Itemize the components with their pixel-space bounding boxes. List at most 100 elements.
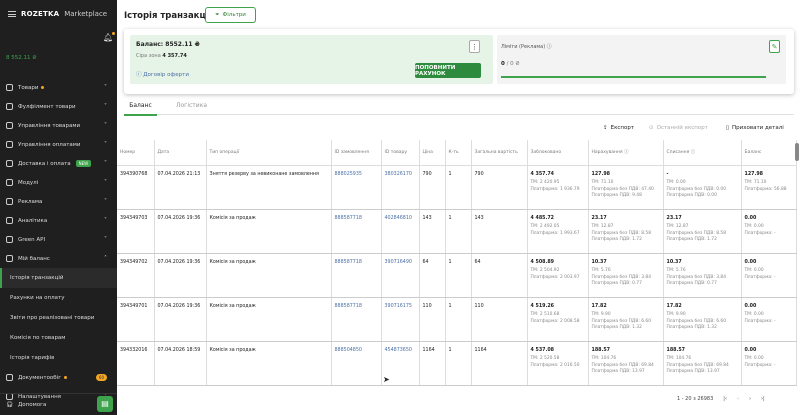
sidebar-subitem[interactable]: Звіти про реалізовані товари [10, 315, 95, 321]
sidebar-item[interactable]: Управління оплатами ˅ [0, 135, 117, 154]
chevron-down-icon[interactable]: ˅ [104, 160, 107, 167]
cell-order[interactable]: 888025935 [331, 165, 382, 210]
table-row[interactable]: 394349703 07.04.2026 19:36 Комісія за прод… [117, 209, 797, 254]
tabs: Баланс Логістика [124, 100, 794, 116]
menu-item-icon [6, 122, 13, 129]
column-header: Заблоковано [527, 140, 589, 166]
cell-type: Комісія за продаж [206, 209, 332, 254]
table-row[interactable]: 394349702 07.04.2026 19:36 Комісія за прод… [117, 253, 797, 298]
count-badge: 60 [95, 374, 107, 381]
sidebar-item[interactable]: Товари ˅ [0, 78, 117, 97]
cell-accrual: 17.82 ТМ: 9.90 Платформа без ПДВ: 6.60 Плат… [588, 297, 664, 342]
chevron-down-icon[interactable]: ˅ [104, 84, 107, 91]
cell-price: 64 [419, 253, 446, 298]
next-page-icon[interactable]: › [748, 396, 751, 402]
menu-item-icon [6, 84, 13, 91]
balance-card: Баланс: 8552.11 ₴ Сіра зона 4 357.74 ⓘ Д… [130, 35, 493, 84]
sidebar-item[interactable]: Модулі ˅ [0, 173, 117, 192]
chat-button[interactable]: ▤ [97, 396, 113, 412]
sidebar-subitem[interactable]: Історія транзакцій [0, 268, 117, 288]
sidebar-item[interactable]: Управління товарами ˅ [0, 116, 117, 135]
sidebar-nav: Товари ˅ Фулфілмент товари ˅ Управління това… [0, 78, 117, 406]
sidebar-item[interactable]: Green API ˅ [0, 230, 117, 249]
cell-product[interactable]: 380326170 [381, 165, 420, 210]
sidebar-subitem[interactable]: Рахунки на оплату [10, 295, 65, 301]
chevron-down-icon[interactable]: ˅ [104, 141, 107, 148]
cell-order[interactable]: 888587718 [331, 253, 382, 298]
first-page-icon[interactable]: |‹ [723, 396, 727, 402]
cell-order[interactable]: 888587718 [331, 209, 382, 254]
chevron-down-icon[interactable]: ˅ [104, 179, 107, 186]
table-row[interactable]: 394390768 07.04.2026 21:13 Зняття резерву … [117, 165, 797, 210]
cell-accrual: 127.98 ТМ: 71.10 Платформа без ПДВ: 47.40 П… [588, 165, 664, 210]
cell-price: 790 [419, 165, 446, 210]
logo[interactable]: ROZETKA Marketplace [8, 10, 107, 18]
cell-type: Комісія за продаж [206, 297, 332, 342]
offer-link[interactable]: ⓘ Договір оферти [136, 72, 189, 78]
filters-button[interactable]: ⏷ Фільтри [205, 7, 256, 23]
cell-num: 394349702 [117, 253, 155, 298]
cell-debit: 188.57 ТМ: 104.76 Платформа без ПДВ: 69.84… [663, 341, 742, 386]
hide-details-button[interactable]: ▯ Приховати деталі [726, 125, 784, 131]
prev-page-icon[interactable]: ‹ [736, 396, 739, 402]
sidebar-item[interactable]: Реклама ˅ [0, 192, 117, 211]
column-header: ID товару [381, 140, 420, 166]
sidebar-subitem[interactable]: Історія тарифів [10, 355, 55, 361]
cell-product[interactable]: 402846810 [381, 209, 420, 254]
cell-date: 07.04.2026 21:13 [154, 165, 207, 210]
cell-blocked: 4 357.74 ТМ: 2 420.95 Платформа: 1 936.79 [527, 165, 589, 210]
sidebar-item[interactable]: Аналітика ˅ [0, 211, 117, 230]
menu-item-icon [6, 217, 13, 224]
chevron-down-icon[interactable]: ˅ [104, 103, 107, 110]
cell-product[interactable]: 454873650 [381, 341, 420, 386]
more-icon[interactable]: ⋮ [469, 40, 480, 53]
menu-icon[interactable] [8, 11, 16, 17]
cell-order[interactable]: 888504850 [331, 341, 382, 386]
cell-total: 110 [471, 297, 528, 342]
tab-balance[interactable]: Баланс [124, 102, 157, 116]
chevron-down-icon[interactable]: ˅ [104, 122, 107, 129]
chevron-up-icon[interactable]: ˄ [104, 255, 107, 262]
new-badge: NEW [75, 160, 92, 167]
info-icon[interactable]: ⓘ [622, 150, 629, 156]
transactions-table: Номер Дата Тип операції ID замовлення ID тов… [117, 140, 797, 386]
table-row[interactable]: 394332016 07.04.2026 18:59 Комісія за прод… [117, 341, 797, 386]
sidebar-subitem[interactable]: Комісія по товарам [10, 335, 66, 341]
cell-type: Комісія за продаж [206, 341, 332, 386]
export-button[interactable]: ⇪ Експорт [603, 125, 635, 131]
sidebar-item[interactable]: Фулфілмент товари ˅ [0, 97, 117, 116]
last-page-icon[interactable]: ›| [760, 396, 765, 402]
cell-product[interactable]: 390716490 [381, 253, 420, 298]
edit-icon[interactable]: ✎ [769, 40, 780, 53]
chevron-down-icon[interactable]: ˅ [104, 236, 107, 243]
sidebar-item-docs[interactable]: Документообіг 60 [0, 368, 117, 387]
sidebar-item[interactable]: Мій баланс ˄ [0, 249, 117, 268]
cell-num: 394390768 [117, 165, 155, 210]
topup-button[interactable]: ПОПОВНИТИ РАХУНОК [415, 63, 481, 78]
cell-type: Комісія за продаж [206, 253, 332, 298]
info-icon[interactable]: ⓘ [689, 150, 696, 156]
sidebar-item[interactable]: Доставка і оплата NEW ˅ [0, 154, 117, 173]
cell-date: 07.04.2026 19:36 [154, 209, 207, 254]
menu-item-icon [6, 160, 13, 167]
last-export-button[interactable]: ⊙ Останній експорт [649, 125, 708, 131]
cell-product[interactable]: 390716175 [381, 297, 420, 342]
cell-balance: 0.00 ТМ: 0.00 Платформа: - [741, 253, 797, 298]
chevron-down-icon[interactable]: ˅ [104, 217, 107, 224]
info-icon[interactable]: ⓘ [546, 44, 552, 50]
help-link[interactable]: 🎧︎ Допомога ▤ [0, 393, 117, 415]
notification-dot [41, 86, 45, 89]
column-header: Списання ⓘ [663, 140, 742, 166]
column-header: Дата [154, 140, 207, 166]
bell-icon[interactable]: 🔔︎ [103, 32, 116, 42]
menu-item-icon [6, 141, 13, 148]
cell-debit: 23.17 ТМ: 12.87 Платформа без ПДВ: 8.58 Пла… [663, 209, 742, 254]
column-header: Номер [117, 140, 155, 166]
tab-logistics[interactable]: Логістика [176, 102, 207, 109]
cell-debit: 17.82 ТМ: 9.90 Платформа без ПДВ: 6.60 Плат… [663, 297, 742, 342]
scrollbar[interactable] [795, 143, 799, 161]
cell-order[interactable]: 888587718 [331, 297, 382, 342]
table-row[interactable]: 394349701 07.04.2026 19:36 Комісія за прод… [117, 297, 797, 342]
cell-date: 07.04.2026 18:59 [154, 341, 207, 386]
chevron-down-icon[interactable]: ˅ [104, 198, 107, 205]
